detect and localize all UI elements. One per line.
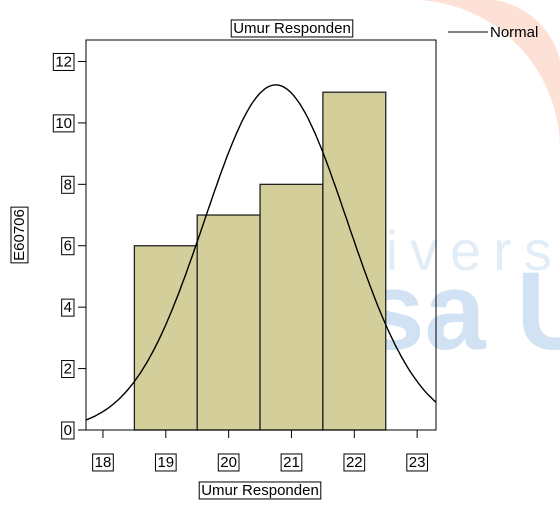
chart-title: Umur Responden [233, 20, 351, 37]
label-box [52, 114, 75, 133]
y-tick-label: 10 [55, 115, 72, 132]
x-tick-label: 18 [95, 454, 112, 471]
legend-label: Normal [490, 24, 538, 41]
x-tick-label: 19 [157, 454, 174, 471]
y-tick-label: 6 [64, 238, 72, 255]
label-box [52, 52, 75, 71]
x-tick-label: 20 [220, 454, 237, 471]
bar [322, 91, 387, 431]
logo-arc [400, 0, 560, 150]
bar [196, 214, 261, 431]
label-box [92, 453, 114, 472]
label-box [61, 298, 75, 317]
label-box [61, 237, 75, 256]
normal-curve [85, 84, 437, 421]
label-box [61, 175, 75, 194]
x-tick-label: 23 [409, 454, 426, 471]
label-box [343, 453, 366, 472]
label-box [154, 453, 177, 472]
y-tick-label: 8 [64, 176, 72, 193]
label-box [198, 481, 322, 500]
label-box [61, 421, 75, 440]
plot-frame [85, 39, 437, 431]
x-tick-label: 22 [346, 454, 363, 471]
label-box [10, 206, 29, 264]
y-axis-label: E60706 [11, 209, 28, 261]
label-box [406, 453, 428, 472]
x-axis-label: Umur Responden [201, 482, 319, 499]
y-tick-label: 2 [64, 361, 72, 378]
label-box [230, 19, 354, 38]
label-box [61, 360, 75, 379]
label-box [217, 453, 240, 472]
y-tick-label: 4 [64, 299, 72, 316]
bar [259, 183, 324, 431]
y-tick-label: 0 [64, 422, 72, 439]
x-tick-label: 21 [283, 454, 300, 471]
y-tick-label: 12 [55, 53, 72, 70]
bar [133, 245, 198, 431]
label-box [280, 453, 303, 472]
